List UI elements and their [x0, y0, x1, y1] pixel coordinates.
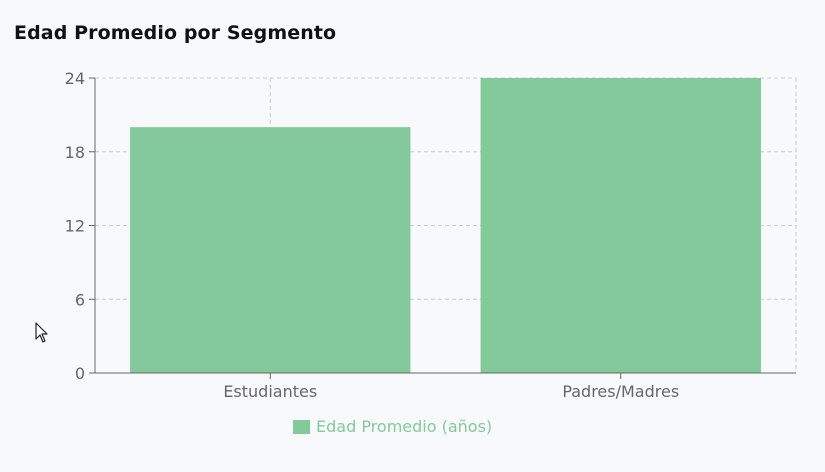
x-tick-label: Estudiantes: [223, 382, 317, 401]
y-tick-label: 18: [65, 143, 85, 162]
bar-padres-madres: [480, 78, 761, 373]
y-tick-label: 0: [75, 364, 85, 383]
y-tick-label: 12: [65, 217, 85, 236]
legend[interactable]: Edad Promedio (años): [293, 417, 492, 436]
y-tick-label: 6: [75, 290, 85, 309]
legend-label: Edad Promedio (años): [316, 417, 493, 436]
x-tick-label: Padres/Madres: [562, 382, 679, 401]
chart-title: Edad Promedio por Segmento: [14, 22, 337, 44]
arrow-cursor-icon: [35, 322, 48, 343]
bar-estudiantes: [130, 127, 411, 374]
legend-swatch: [293, 419, 310, 434]
y-tick-label: 24: [65, 69, 85, 88]
